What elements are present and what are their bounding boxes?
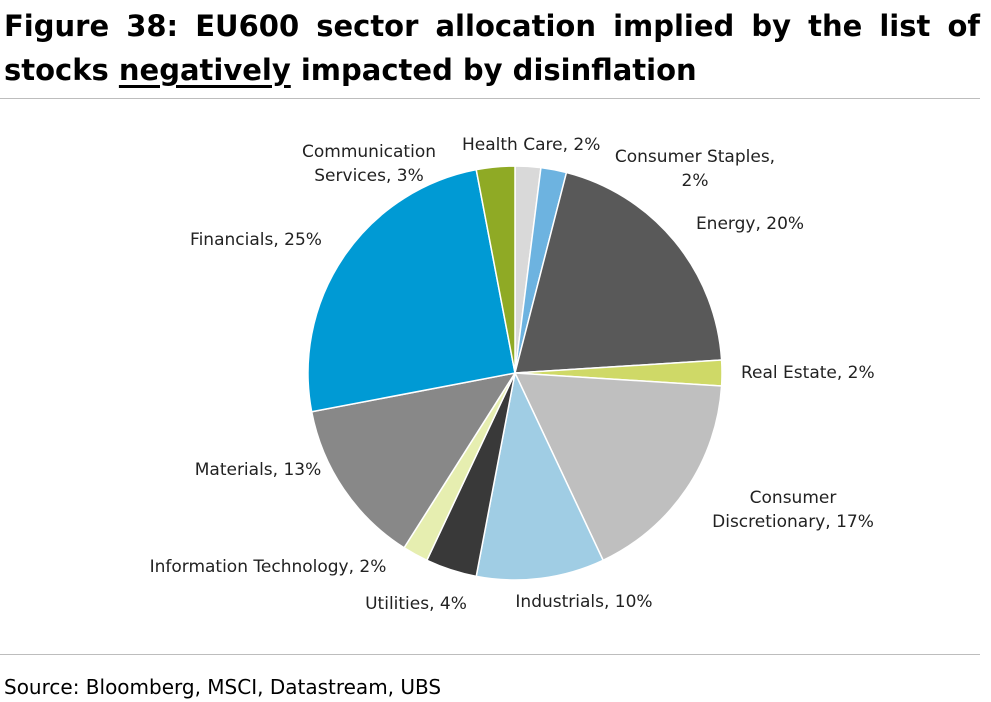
pie-label-line: Industrials, 10%	[515, 592, 652, 612]
pie-label-communication-services: Communication Services, 3%	[302, 142, 436, 186]
pie-label-line: Consumer Staples,	[615, 147, 775, 167]
pie-label-line: 2%	[682, 171, 709, 191]
pie-label-energy: Energy, 20%	[696, 214, 804, 234]
top-divider	[0, 98, 980, 99]
pie-label-line: Health Care, 2%	[462, 135, 600, 155]
pie-label-real-estate: Real Estate, 2%	[741, 363, 875, 383]
pie-label-line: Utilities, 4%	[365, 594, 467, 614]
pie-slice-communication-services	[475, 165, 516, 374]
pie-labels: Health Care, 2% Consumer Staples, 2% Energy…	[150, 135, 875, 614]
pie-slice-materials	[310, 372, 516, 549]
pie-label-line: Energy, 20%	[696, 214, 804, 234]
pie-slices	[307, 165, 723, 581]
chart-title-line1: Figure 38: EU600 sector allocation impli…	[4, 9, 980, 43]
pie-label-line: Discretionary, 17%	[712, 512, 874, 532]
pie-label-utilities: Utilities, 4%	[365, 594, 467, 614]
pie-label-line: Information Technology, 2%	[150, 557, 387, 577]
chart-title: Figure 38: EU600 sector allocation impli…	[4, 4, 980, 92]
pie-slice-energy	[514, 171, 723, 374]
pie-label-line: Communication	[302, 142, 436, 162]
chart-title-emphasis: negatively	[118, 53, 291, 87]
source-note: Source: Bloomberg, MSCI, Datastream, UBS	[4, 675, 442, 699]
chart-title-line2-start: stocks	[4, 53, 119, 87]
pie-label-industrials: Industrials, 10%	[515, 592, 652, 612]
bottom-divider	[0, 654, 980, 655]
pie-label-line: Real Estate, 2%	[741, 363, 875, 383]
chart-title-line2: stocks negatively impacted by disinflati…	[4, 48, 980, 92]
pie-chart: Health Care, 2% Consumer Staples, 2% Energy…	[150, 135, 875, 614]
pie-label-consumer-staples: Consumer Staples, 2%	[615, 147, 775, 191]
pie-label-information-technology: Information Technology, 2%	[150, 557, 387, 577]
pie-label-health-care: Health Care, 2%	[462, 135, 600, 155]
pie-label-line: Consumer	[750, 488, 837, 508]
pie-label-line: Materials, 13%	[195, 460, 322, 480]
pie-label-financials: Financials, 25%	[190, 230, 322, 250]
pie-label-line: Services, 3%	[314, 166, 423, 186]
pie-label-consumer-discretionary: Consumer Discretionary, 17%	[712, 488, 874, 532]
chart-title-line2-end: impacted by disinflation	[290, 53, 697, 87]
pie-slice-financials	[307, 168, 516, 413]
pie-label-materials: Materials, 13%	[195, 460, 322, 480]
pie-slice-industrials	[475, 372, 604, 581]
pie-label-line: Financials, 25%	[190, 230, 322, 250]
pie-slice-consumer-discretionary	[514, 372, 723, 562]
